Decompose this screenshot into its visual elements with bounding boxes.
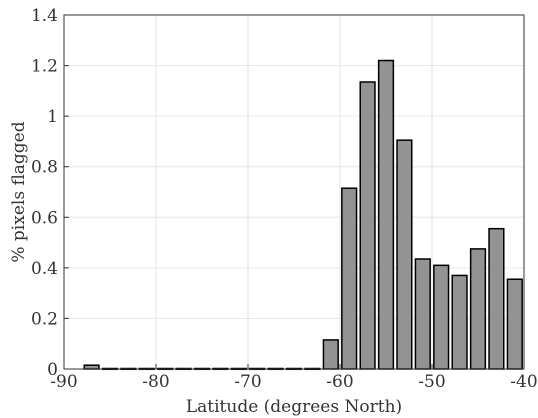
bar [451,274,468,370]
y-tick-label: 0.4 [31,259,58,279]
x-tick-label: -70 [234,372,261,392]
y-axis-label: % pixels flagged [9,121,29,262]
bar [488,227,505,370]
x-tick-label: -90 [50,372,77,392]
x-axis-label: Latitude (degrees North) [186,397,402,417]
y-tick-label: 1.4 [31,6,58,26]
x-tick-label: -40 [510,372,537,392]
x-tick-label: -80 [142,372,169,392]
y-axis-ticks: 0 0.2 0.4 0.6 0.8 1 1.2 1.4 [31,6,69,380]
x-axis-ticks: -90 -80 -70 -60 -50 -40 [50,364,538,392]
bar [469,248,487,370]
bar [433,264,450,370]
y-tick-label: 1 [47,107,58,127]
y-tick-label: 0.6 [31,208,58,228]
y-tick-label: 0.2 [31,309,58,329]
y-tick-label: 0.8 [31,158,58,178]
bar [341,187,358,370]
bar [377,59,395,370]
bars [83,59,523,371]
bar [322,339,339,370]
y-tick-label: 0 [47,360,58,380]
bar [396,139,413,370]
x-tick-label: -50 [418,372,445,392]
bar [359,81,376,370]
bar [414,258,431,370]
plot-frame [63,14,525,370]
y-tick-label: 1.2 [31,57,58,77]
bar [506,278,523,370]
x-tick-label: -60 [326,372,353,392]
bar [83,364,100,370]
